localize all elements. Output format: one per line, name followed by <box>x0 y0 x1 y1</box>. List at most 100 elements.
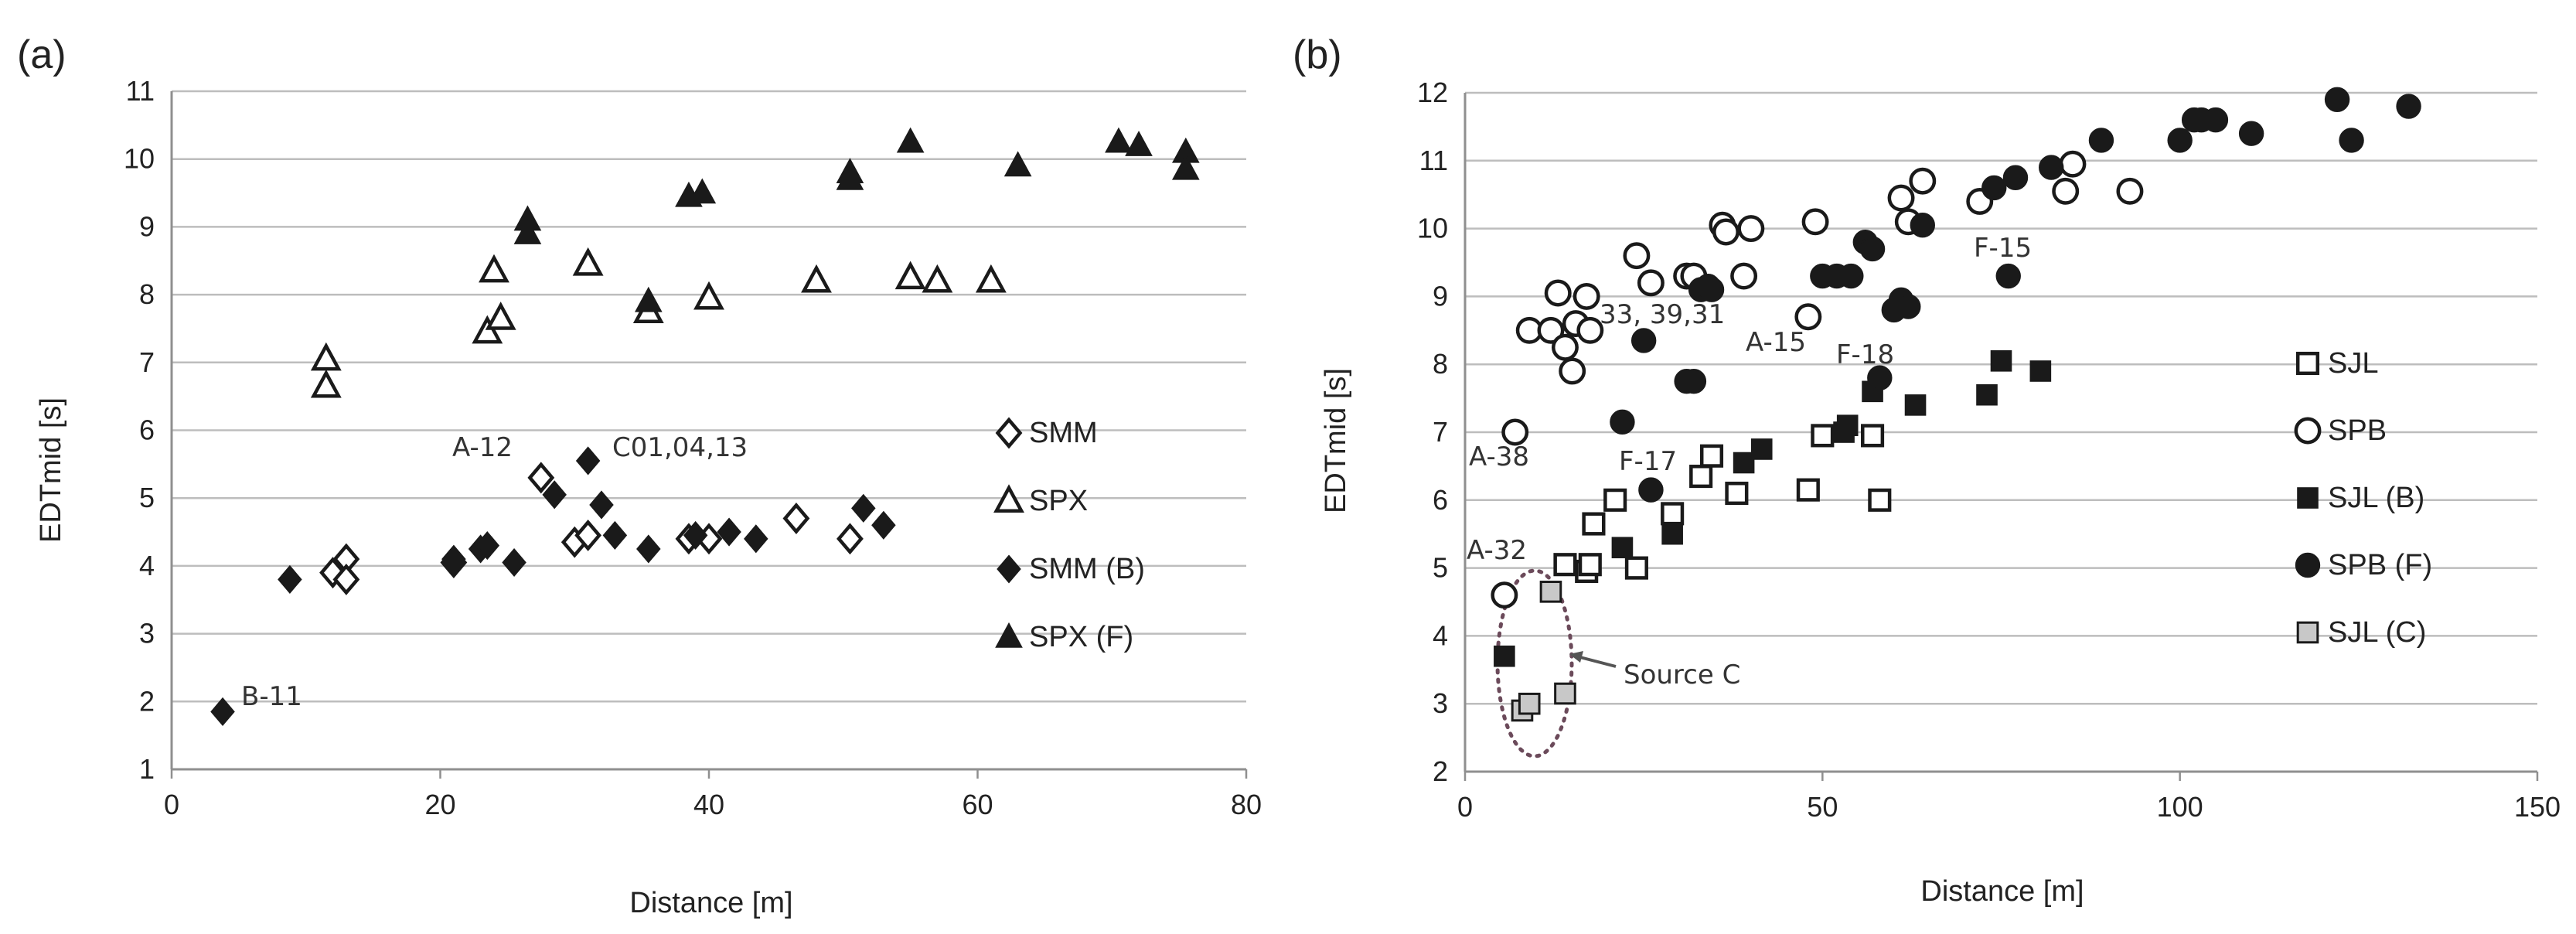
annotation-f-15: F-15 <box>1974 233 2032 264</box>
point-spx-f <box>513 219 542 244</box>
legend-marker-smm-b <box>997 554 1021 584</box>
panel-a-y-tick-label: 11 <box>126 75 155 107</box>
legend-marker-spb-f <box>2295 552 2321 578</box>
point-sjl-c <box>1539 581 1562 603</box>
panel-a-label: (a) <box>17 32 66 77</box>
panel-b-y-axis-title: EDTmid [s] <box>1320 368 1352 513</box>
panel-b-y-tick-label: 4 <box>1433 619 1448 651</box>
panel-b-x-tick-label: 50 <box>1807 791 1838 823</box>
panel-b-tick-labels: 2 3 4 5 6 7 8 9 10 11 12 0 50 100 150 <box>1417 77 2561 823</box>
point-spb <box>2059 150 2087 178</box>
point-spb <box>2052 177 2080 205</box>
annotation-b-11: B-11 <box>241 681 302 712</box>
point-spx <box>485 302 516 330</box>
point-spx <box>479 254 509 283</box>
panel-a-y-tick-label: 1 <box>139 753 155 785</box>
panel-a-x-tick-label: 20 <box>424 789 455 820</box>
point-smm-b <box>441 544 466 574</box>
point-spb <box>1737 215 1765 243</box>
point-smm-b <box>542 480 567 510</box>
point-sjl <box>1578 553 1602 577</box>
point-spx-f <box>688 178 717 204</box>
annotation-a-38: A-38 <box>1469 441 1529 472</box>
panel-b-y-tick-label: 6 <box>1433 484 1448 516</box>
point-sjl <box>1796 478 1820 502</box>
panel-b-points <box>1491 87 2421 722</box>
point-smm-b <box>851 493 876 523</box>
panel-b-x-tick-label: 100 <box>2157 791 2203 823</box>
point-spx-f <box>836 164 864 190</box>
point-spb <box>1887 184 1915 212</box>
point-spb <box>1909 167 1937 195</box>
panel-b-y-tick-label: 9 <box>1433 280 1448 312</box>
legend-label-smm: SMM <box>1029 417 1098 449</box>
panel-b-y-tick-label: 2 <box>1433 755 1448 787</box>
point-smm <box>332 563 360 595</box>
point-spb <box>1576 316 1604 344</box>
panel-b-y-tick-label: 8 <box>1433 348 1448 380</box>
legend-marker-sjl-c <box>2296 621 2319 644</box>
point-spb <box>1552 333 1579 361</box>
point-spb-f <box>1610 409 1635 435</box>
point-spb <box>1794 303 1822 331</box>
point-spb-f <box>1867 365 1893 390</box>
point-sjl <box>1725 481 1749 506</box>
point-spx-f <box>634 286 663 312</box>
point-spb-f <box>1638 477 1664 503</box>
panel-b-x-tick-label: 0 <box>1457 791 1473 823</box>
legend-marker-spx-f <box>995 622 1023 648</box>
point-spx <box>572 247 604 276</box>
point-spb-f <box>1981 175 2007 201</box>
point-sjl-b <box>1904 394 1927 416</box>
panel-a-tick-labels: 1 2 3 4 5 6 7 8 9 10 11 0 20 40 60 80 <box>124 75 1262 820</box>
panel-a-points <box>210 127 1200 726</box>
point-sjl-b <box>1750 438 1773 460</box>
point-spb <box>1537 316 1565 344</box>
point-spx <box>894 261 926 290</box>
panel-a-y-tick-label: 7 <box>139 346 155 378</box>
point-sjl-b <box>1836 414 1859 437</box>
point-spb-f <box>2039 155 2064 180</box>
point-smm-b <box>602 520 628 550</box>
panel-a-y-tick-label: 10 <box>124 143 155 175</box>
point-spb-f <box>2339 128 2364 153</box>
point-smm-b <box>575 446 601 476</box>
point-spx-f <box>1003 151 1032 177</box>
point-smm-b <box>871 510 896 540</box>
point-sjl <box>1582 512 1606 536</box>
legend-marker-spb <box>2294 417 2322 445</box>
point-spb-f <box>1995 263 2021 289</box>
point-sjl-c <box>1554 682 1576 705</box>
point-spb-f <box>2396 94 2421 119</box>
point-spb <box>2116 177 2144 205</box>
annotation-a-12: A-12 <box>452 432 513 463</box>
point-spx <box>310 342 342 371</box>
point-spx-f <box>1125 131 1153 156</box>
panel-b-axes <box>1463 93 2539 781</box>
point-spx <box>975 264 1007 293</box>
point-spx <box>922 264 953 293</box>
panel-b-y-tick-label: 3 <box>1433 687 1448 719</box>
point-smm-b <box>502 547 526 578</box>
point-smm-b <box>210 697 235 726</box>
point-spb <box>1491 581 1518 609</box>
panel-a-legend: SMM SPX SMM (B) SPX (F) <box>993 417 1145 653</box>
point-spb-f <box>1681 368 1707 394</box>
point-spx <box>693 281 724 310</box>
point-sjl <box>1699 444 1724 468</box>
point-sjl-b <box>1494 645 1515 667</box>
legend-label-spx-f: SPX (F) <box>1029 621 1133 653</box>
point-spb <box>1730 262 1758 290</box>
legend-marker-sjl <box>2295 351 2320 376</box>
panel-b-x-tick-label: 150 <box>2514 791 2561 823</box>
panel-a-y-tick-label: 4 <box>139 550 155 581</box>
point-sjl-b <box>1733 452 1755 474</box>
legend-label-sjl-b: SJL (B) <box>2328 482 2424 514</box>
panel-a-y-axis-title: EDTmid [s] <box>35 397 67 543</box>
point-smm-b <box>683 520 708 550</box>
point-sjl-b <box>1611 537 1634 559</box>
point-spb-f <box>1910 213 1935 238</box>
point-spx <box>801 264 832 293</box>
point-spb <box>1801 208 1829 236</box>
